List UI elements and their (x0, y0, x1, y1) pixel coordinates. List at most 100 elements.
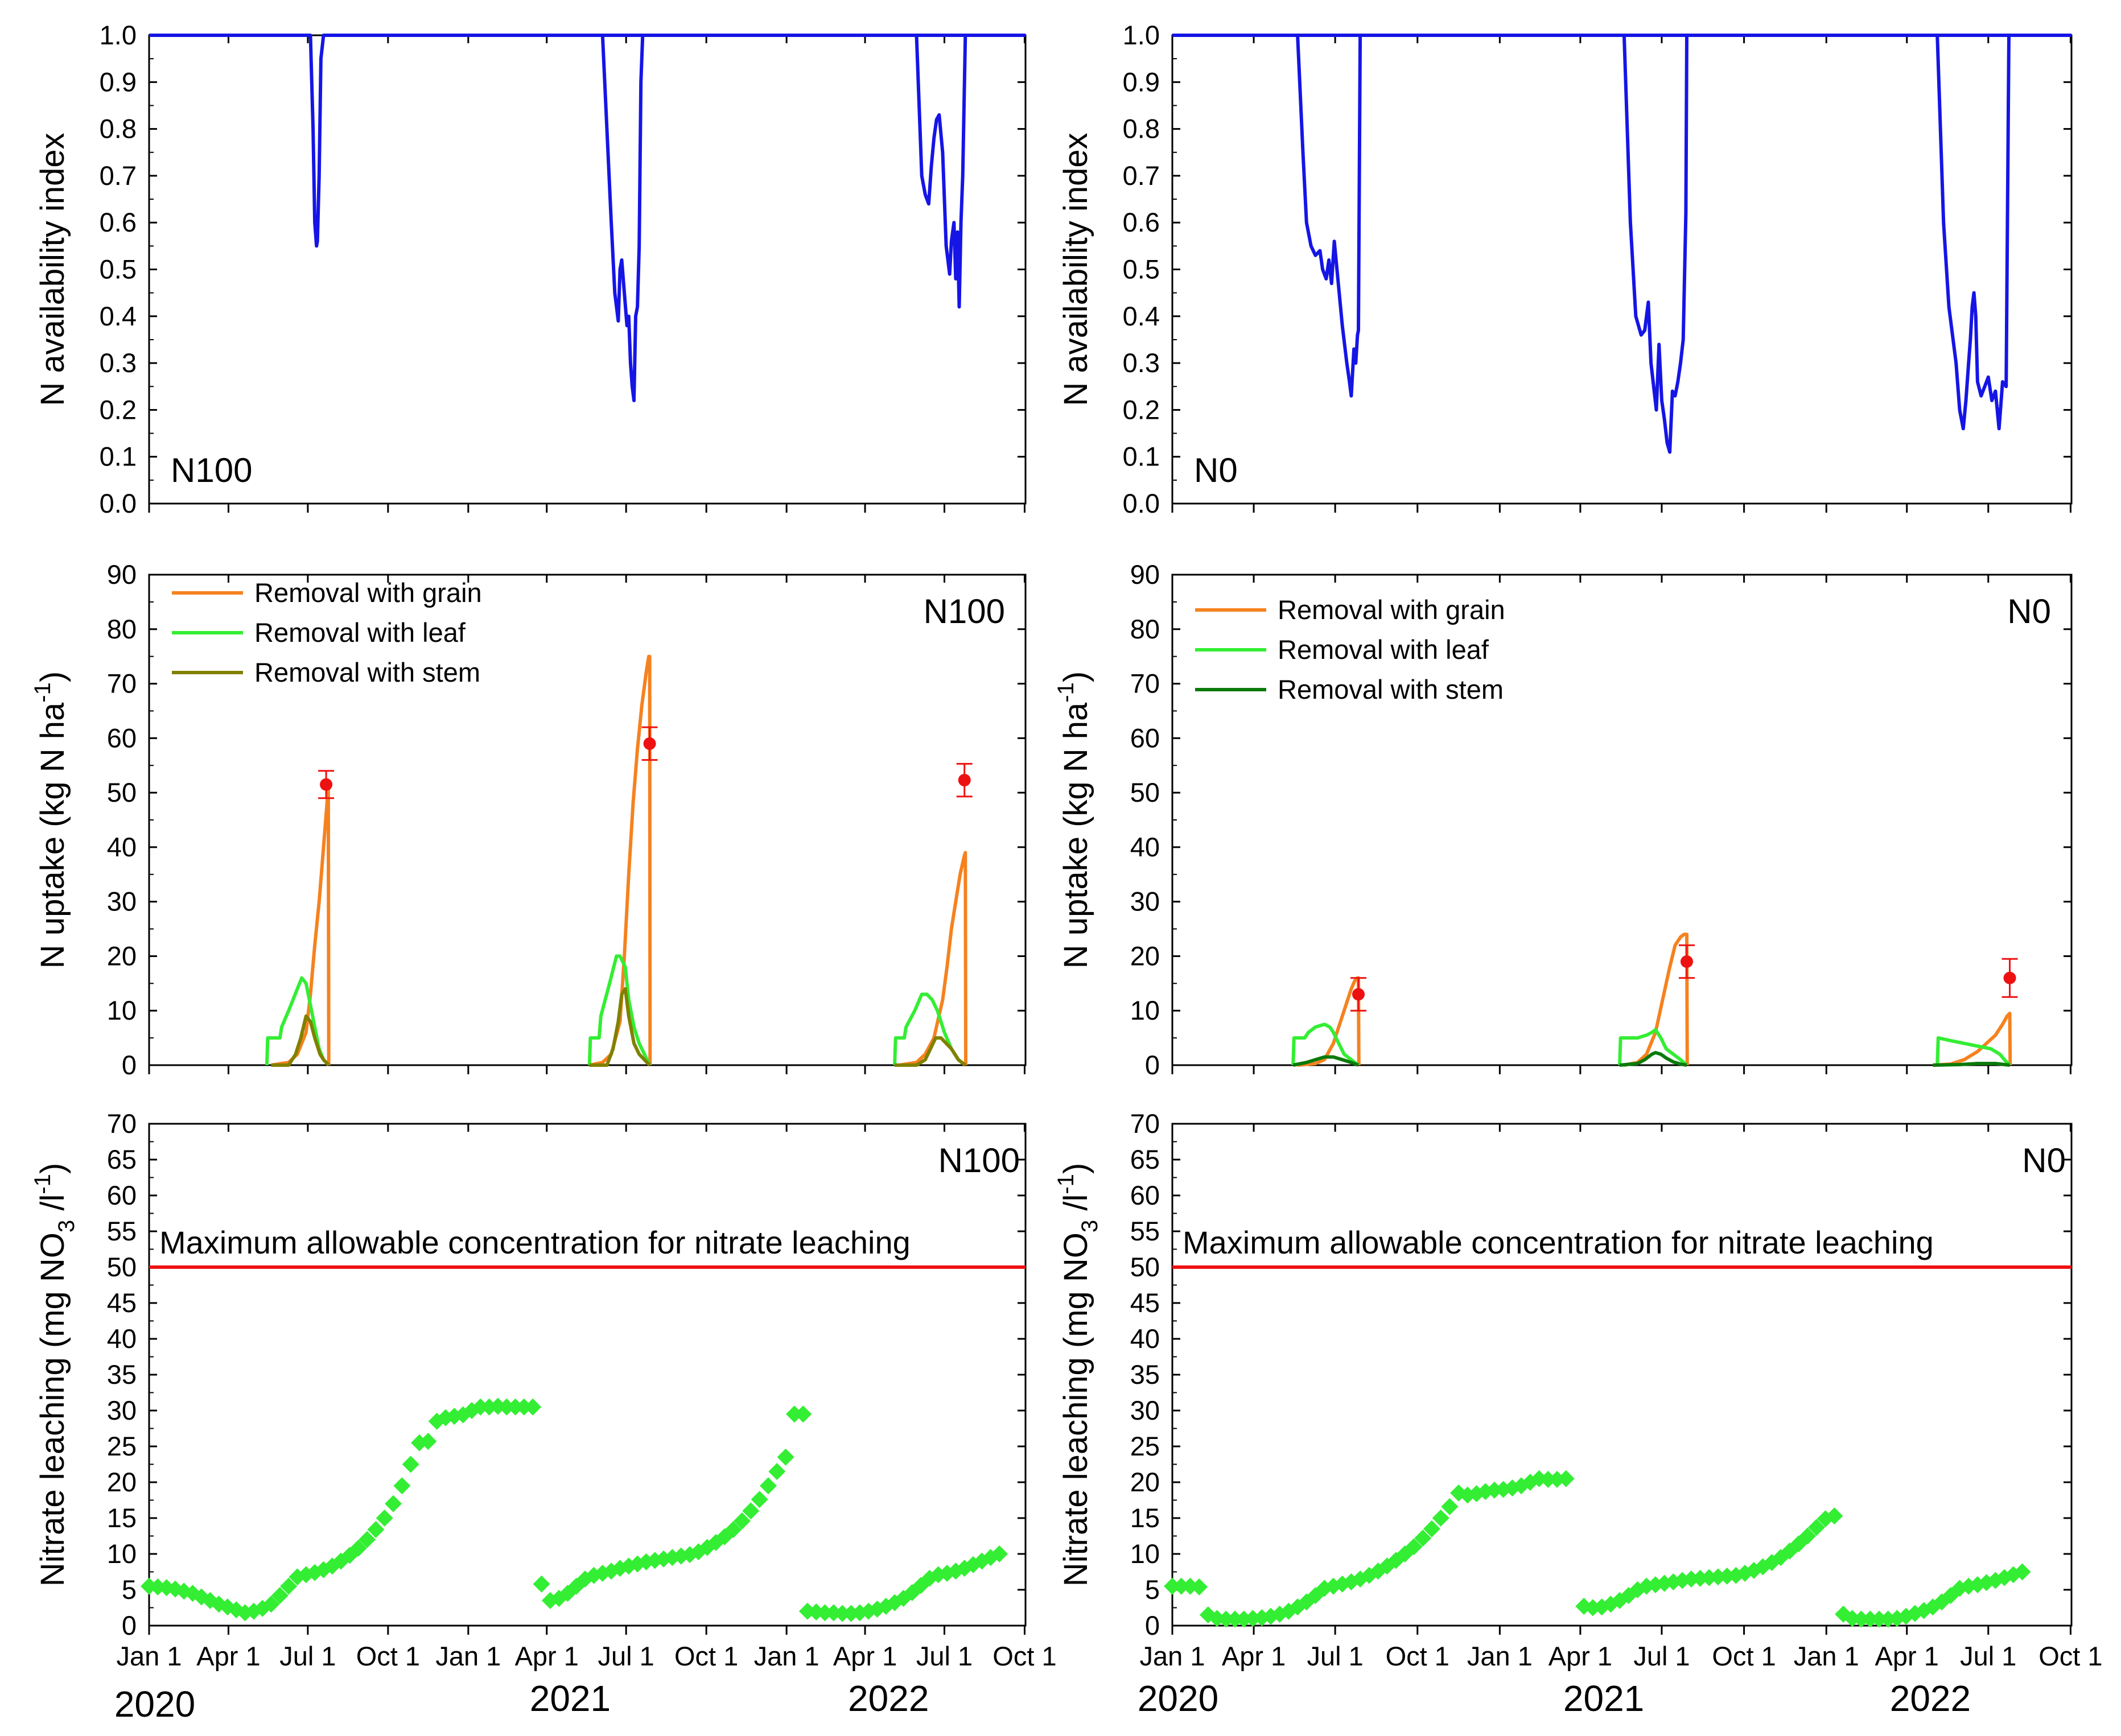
measured-point (1352, 988, 1365, 1001)
y-tick-label: 45 (1130, 1288, 1160, 1318)
panel-label: N0 (2007, 592, 2051, 630)
nai-line (1172, 34, 2071, 398)
y-tick-label: 0.2 (100, 394, 137, 424)
leaf-line (587, 954, 652, 1066)
x-tick-label: Oct 1 (2038, 1641, 2102, 1671)
y-tick-label: 40 (107, 832, 137, 862)
plot-frame (1171, 34, 2073, 505)
y-axis-title: N uptake (kg N ha-1) (30, 671, 71, 968)
y-tick-label: 45 (107, 1288, 137, 1318)
y-tick-label: 10 (107, 995, 137, 1025)
y-tick-label: 60 (1130, 723, 1160, 753)
leaching-point (1539, 1470, 1557, 1488)
y-tick-label: 0.5 (1123, 254, 1160, 284)
y-tick-label: 90 (107, 559, 137, 589)
y-tick-label: 50 (107, 777, 137, 807)
y-tick-label: 0.5 (100, 254, 137, 284)
leaching-point (794, 1405, 812, 1423)
y-tick-label: 50 (107, 1252, 137, 1282)
year-label: 2020 (114, 1684, 195, 1725)
y-tick-label: 1.0 (100, 20, 137, 50)
leaching-point (777, 1448, 794, 1466)
leaching-point (262, 1595, 280, 1613)
y-axis-title: N uptake (kg N ha-1) (1053, 671, 1094, 968)
x-tick-label: Apr 1 (196, 1641, 260, 1671)
nai-line-season (600, 34, 1026, 402)
stem-line (1619, 1051, 1687, 1067)
x-tick-label: Apr 1 (1875, 1641, 1939, 1671)
nai-line (149, 34, 1026, 248)
nai-line-season (915, 34, 1026, 309)
y-tick-label: 0.9 (100, 67, 137, 97)
y-tick-label: 0.7 (100, 160, 137, 191)
measured-point (1680, 955, 1693, 968)
y-tick-label: 50 (1130, 1252, 1160, 1282)
y-tick-label: 15 (1130, 1503, 1160, 1533)
x-tick-label: Jul 1 (1633, 1641, 1690, 1671)
x-tick-label: Jul 1 (916, 1641, 973, 1671)
y-tick-label: 25 (1130, 1431, 1160, 1461)
y-tick-label: 0.3 (100, 348, 137, 378)
y-tick-label: 60 (107, 1180, 137, 1210)
x-tick-label: Jan 1 (435, 1641, 501, 1671)
measured-point (643, 737, 656, 750)
y-tick-label: 0 (122, 1610, 137, 1640)
measured-point (958, 774, 971, 787)
leaching-point (991, 1545, 1008, 1562)
year-label: 2021 (1563, 1678, 1644, 1719)
y-tick-label: 65 (1130, 1144, 1160, 1174)
leaching-point (402, 1455, 419, 1473)
panel-label: N100 (938, 1141, 1020, 1180)
leaching-point (1432, 1510, 1449, 1527)
y-tick-label: 70 (1130, 1108, 1160, 1139)
y-tick-label: 10 (1130, 995, 1160, 1025)
panel-leach_n0: 0 5 10 15 20 25 30 35 40 45 50 55 60 65 70 Jan 1 Apr 1 Ju… (1053, 1108, 2103, 1719)
panel-uptake_n100: 0 10 20 30 40 50 60 70 80 90 N uptake (kg N ha-1) R… (30, 559, 1027, 1080)
year-label: 2021 (530, 1678, 611, 1719)
legend-entry: Removal with grain (1278, 595, 1505, 625)
x-tick-label: Jan 1 (754, 1641, 819, 1671)
y-tick-label: 0.4 (1123, 301, 1160, 331)
y-tick-label: 20 (107, 941, 137, 971)
grain-line (1624, 933, 1689, 1067)
legend-entry: Removal with stem (1278, 674, 1504, 704)
leaching-point (751, 1491, 768, 1508)
leaf-line (1618, 1028, 1688, 1067)
y-tick-label: 0.1 (1123, 442, 1160, 472)
panel-nai_n100: 0.0 0.1 0.2 0.3 0.4 0.5 0.6 0.7 0.8 0.9 1.0 N avail… (34, 20, 1027, 518)
x-tick-label: Jul 1 (598, 1641, 654, 1671)
y-axis-title: Nitrate leaching (mg NO3 /l-1) (1053, 1163, 1102, 1586)
y-tick-label: 10 (1130, 1539, 1160, 1569)
x-tick-label: Oct 1 (674, 1641, 738, 1671)
y-axis-title: N availability index (34, 133, 71, 406)
leaching-point (1226, 1610, 1244, 1628)
x-tick-label: Jan 1 (117, 1641, 182, 1671)
y-tick-label: 1.0 (1123, 20, 1160, 50)
leaching-point (367, 1521, 385, 1539)
leaching-point (834, 1605, 851, 1622)
leaching-point (498, 1398, 516, 1416)
y-tick-label: 0.3 (1123, 348, 1160, 378)
y-tick-label: 0.8 (100, 114, 137, 144)
x-tick-label: Jul 1 (279, 1641, 336, 1671)
x-tick-label: Oct 1 (356, 1641, 420, 1671)
stem-line (589, 987, 651, 1067)
leaching-point (1870, 1610, 1888, 1628)
y-tick-label: 0 (1145, 1050, 1160, 1080)
y-tick-label: 70 (107, 669, 137, 699)
year-label: 2020 (1138, 1678, 1218, 1719)
y-tick-label: 0.1 (100, 442, 137, 472)
y-tick-label: 0.9 (1123, 67, 1160, 97)
plot-frame (148, 574, 1027, 1066)
plot-frame (148, 1123, 1027, 1627)
leaching-point (385, 1495, 402, 1512)
leaching-point (742, 1502, 760, 1520)
leaching-point (785, 1405, 803, 1423)
leaching-point (1557, 1470, 1575, 1487)
y-axis-title: Nitrate leaching (mg NO3 /l-1) (30, 1163, 79, 1586)
figure-panels: 0.0 0.1 0.2 0.3 0.4 0.5 0.6 0.7 0.8 0.9 1.0 N avail… (30, 20, 2103, 1725)
y-tick-label: 0.2 (1123, 394, 1160, 424)
panel-label: N100 (171, 451, 252, 489)
leaching-point (349, 1539, 367, 1557)
